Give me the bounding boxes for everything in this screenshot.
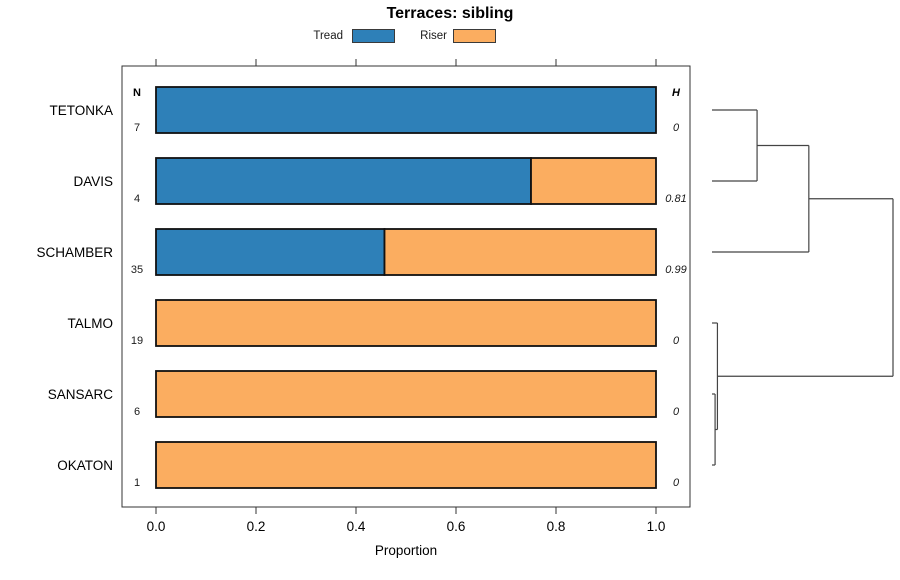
x-tick-label: 0.8 <box>547 519 566 534</box>
category-label: SANSARC <box>48 387 114 402</box>
h-value: 0 <box>673 335 680 347</box>
bar-segment-tread <box>155 157 532 205</box>
legend-swatch-riser <box>453 29 496 43</box>
h-value: 0 <box>673 406 680 418</box>
n-value: 4 <box>134 193 140 205</box>
h-value: 0 <box>673 122 680 134</box>
n-value: 6 <box>134 406 140 418</box>
x-tick-label: 0.2 <box>247 519 266 534</box>
n-value: 35 <box>131 264 143 276</box>
bar-segment-riser <box>155 299 657 347</box>
n-value: 19 <box>131 335 143 347</box>
category-label: OKATON <box>57 458 113 473</box>
bar-segment-tread <box>155 86 657 134</box>
h-value: 0.99 <box>665 264 686 276</box>
bar-segment-tread <box>155 228 386 276</box>
legend-label-riser: Riser <box>420 30 447 42</box>
category-label: TETONKA <box>49 103 113 118</box>
plot-box <box>121 65 691 508</box>
category-label: DAVIS <box>73 174 113 189</box>
x-tick-label: 0.0 <box>147 519 166 534</box>
h-column-header: H <box>672 87 681 99</box>
n-value: 7 <box>134 122 140 134</box>
chart-title: Terraces: sibling <box>386 5 514 22</box>
h-value: 0 <box>673 477 680 489</box>
bar-segment-riser <box>155 370 657 418</box>
x-tick-label: 0.4 <box>347 519 366 534</box>
x-tick-label: 1.0 <box>647 519 666 534</box>
x-tick-label: 0.6 <box>447 519 466 534</box>
bar-segment-riser <box>530 157 657 205</box>
category-label: SCHAMBER <box>36 245 113 260</box>
legend-label-tread: Tread <box>313 30 343 42</box>
category-label: TALMO <box>67 316 113 331</box>
legend-swatch-tread <box>352 29 395 43</box>
h-value: 0.81 <box>665 193 686 205</box>
n-column-header: N <box>133 87 141 99</box>
bar-segment-riser <box>383 228 657 276</box>
xaxis-title: Proportion <box>374 543 438 558</box>
bar-segment-riser <box>155 441 657 489</box>
n-value: 1 <box>134 477 140 489</box>
